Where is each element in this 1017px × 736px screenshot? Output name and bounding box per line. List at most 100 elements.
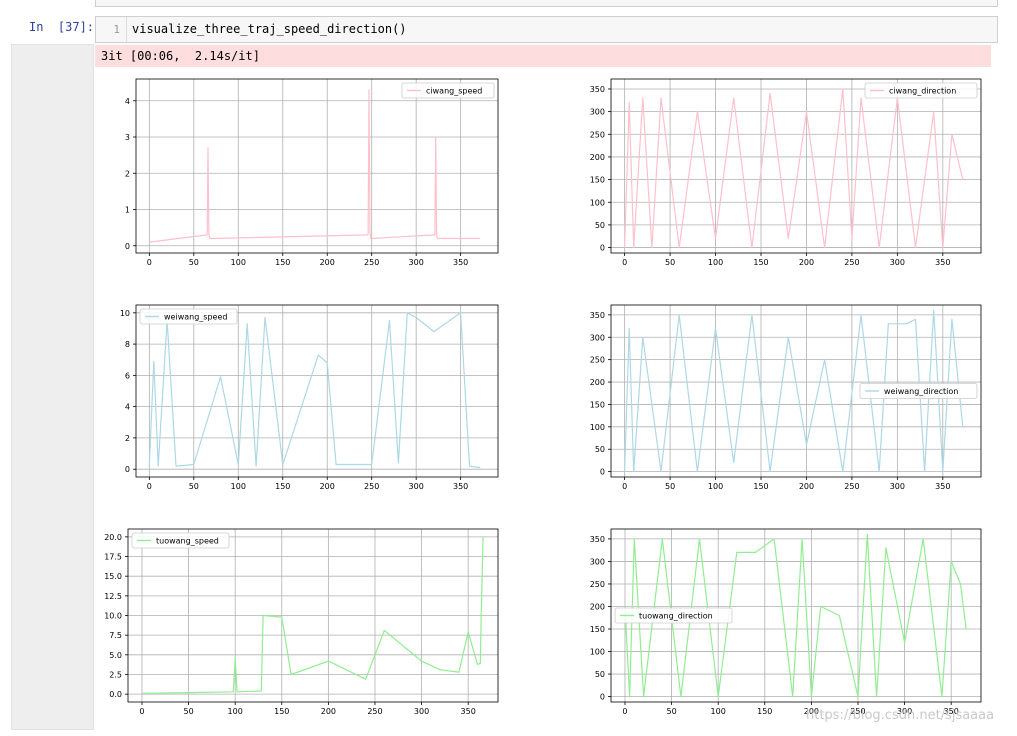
x-tick-label: 150 — [274, 707, 289, 716]
x-tick-label: 350 — [944, 707, 959, 716]
x-tick-label: 150 — [757, 707, 772, 716]
stderr-output: 3it [00:06, 2.14s/it] — [95, 45, 991, 67]
legend: weiwang_direction — [859, 383, 978, 399]
x-tick-label: 100 — [711, 707, 726, 716]
x-tick-label: 200 — [799, 482, 814, 491]
series-line-weiwang_speed — [148, 312, 481, 469]
legend-label: weiwang_direction — [884, 387, 958, 396]
y-tick-label: 250 — [590, 580, 605, 589]
code-input-area[interactable]: 1 visualize_three_traj_speed_direction() — [95, 16, 998, 43]
x-tick-label: 50 — [183, 707, 193, 716]
x-tick-label: 250 — [364, 482, 379, 491]
legend-box — [401, 82, 495, 99]
series-line-tuowang_speed — [141, 536, 484, 694]
x-tick-label: 300 — [890, 258, 905, 267]
x-tick-label: 0 — [622, 258, 627, 267]
x-tick-label: 0 — [139, 707, 144, 716]
progress-text: 3it [00:06, 2.14s/it] — [101, 49, 260, 63]
x-tick-label: 150 — [753, 258, 768, 267]
x-tick-label: 50 — [666, 707, 676, 716]
x-tick-label: 200 — [804, 707, 819, 716]
plot-frame — [135, 304, 499, 478]
y-tick-label: 10.0 — [104, 612, 122, 621]
y-tick-label: 300 — [590, 557, 605, 566]
y-tick-label: 2 — [125, 434, 130, 443]
chart-tuowang_direction: 0 50 100 150 200 250 300 350 0 50 100 150 200 250 300 3… — [590, 528, 982, 716]
x-tick-label: 200 — [799, 258, 814, 267]
x-tick-label: 350 — [453, 258, 468, 267]
x-tick-label: 50 — [189, 258, 199, 267]
y-tick-label: 0.0 — [109, 690, 122, 699]
plot-background — [136, 79, 498, 253]
legend-box — [864, 82, 978, 99]
x-tick-label: 50 — [189, 482, 199, 491]
y-tick-label: 100 — [590, 648, 605, 657]
series-line-ciwang_speed — [149, 89, 481, 243]
y-tick-label: 17.5 — [104, 553, 122, 562]
x-tick-label: 250 — [844, 482, 859, 491]
x-tick-label: 250 — [850, 707, 865, 716]
y-tick-label: 350 — [590, 535, 605, 544]
legend-label: tuowang_speed — [156, 537, 219, 546]
chart-ciwang_speed: 0 50 100 150 200 250 300 350 0 1 2 3 4 ciwang_speed — [125, 78, 499, 267]
y-tick-label: 350 — [590, 311, 605, 320]
plot-background — [136, 305, 498, 477]
y-tick-label: 10 — [120, 309, 130, 318]
x-tick-label: 0 — [622, 482, 627, 491]
y-tick-label: 8 — [125, 340, 130, 349]
y-tick-label: 350 — [590, 85, 605, 94]
x-tick-label: 200 — [320, 258, 335, 267]
line-number-gutter: 1 — [96, 17, 127, 42]
output-collapser[interactable] — [11, 44, 94, 730]
y-tick-label: 3 — [125, 133, 130, 142]
x-tick-label: 100 — [228, 707, 243, 716]
chart-ciwang_direction: 0 50 100 150 200 250 300 350 0 50 100 150 200 250 300 3… — [590, 78, 982, 267]
legend-box — [859, 383, 978, 399]
y-tick-label: 7.5 — [109, 631, 122, 640]
x-tick-label: 0 — [147, 258, 152, 267]
legend: ciwang_speed — [401, 82, 495, 99]
y-tick-label: 200 — [590, 602, 605, 611]
y-tick-label: 150 — [590, 625, 605, 634]
chart-tuowang_speed: 0 50 100 150 200 250 300 350 0.0 2.5 5.0 7.5 10.0 12.… — [104, 528, 499, 716]
y-tick-label: 1 — [125, 206, 130, 215]
legend: tuowang_speed — [131, 532, 230, 549]
y-tick-label: 2 — [125, 169, 130, 178]
input-prompt: In [37]: — [29, 20, 95, 34]
x-tick-label: 100 — [708, 482, 723, 491]
y-tick-label: 0 — [600, 693, 605, 702]
watermark-text: https://blog.csdn.net/sjsaaaa — [806, 708, 995, 723]
x-tick-label: 0 — [147, 482, 152, 491]
x-tick-label: 250 — [844, 258, 859, 267]
y-tick-label: 0 — [600, 244, 605, 253]
y-tick-label: 6 — [125, 371, 130, 380]
y-tick-label: 250 — [590, 356, 605, 365]
x-tick-label: 350 — [453, 482, 468, 491]
legend-label: tuowang_direction — [639, 612, 713, 621]
y-tick-label: 20.0 — [104, 533, 122, 542]
x-tick-label: 100 — [231, 258, 246, 267]
legend-box — [614, 607, 733, 624]
y-tick-label: 300 — [590, 108, 605, 117]
x-tick-label: 150 — [753, 482, 768, 491]
x-tick-label: 100 — [708, 258, 723, 267]
plot-frame — [127, 528, 499, 703]
y-tick-label: 50 — [595, 445, 605, 454]
plot-frame — [610, 528, 982, 703]
x-tick-label: 300 — [890, 482, 905, 491]
series-line-tuowang_direction — [624, 533, 967, 698]
y-tick-label: 50 — [595, 221, 605, 230]
code-line[interactable]: visualize_three_traj_speed_direction() — [132, 22, 407, 36]
y-tick-label: 12.5 — [104, 592, 122, 601]
x-tick-label: 250 — [364, 258, 379, 267]
y-tick-label: 300 — [590, 333, 605, 342]
plot-frame — [135, 78, 499, 254]
x-tick-label: 300 — [414, 707, 429, 716]
x-tick-label: 150 — [275, 482, 290, 491]
x-tick-label: 200 — [321, 707, 336, 716]
y-tick-label: 2.5 — [109, 670, 122, 679]
chart-weiwang_speed: 0 50 100 150 200 250 300 350 0 2 4 6 8 10 weiwang_spee… — [120, 304, 499, 491]
x-tick-label: 350 — [461, 707, 476, 716]
x-tick-label: 50 — [665, 258, 675, 267]
x-tick-label: 350 — [935, 258, 950, 267]
